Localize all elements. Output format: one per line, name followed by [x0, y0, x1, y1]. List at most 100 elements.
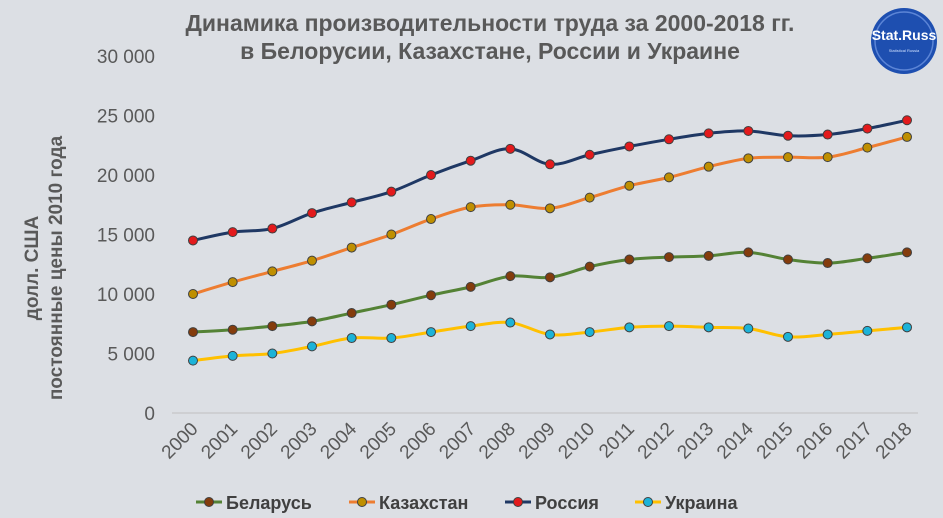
data-point: [822, 258, 833, 269]
data-point: [584, 149, 595, 160]
legend-item: Россия: [505, 493, 599, 513]
data-point: [465, 202, 476, 213]
data-point: [545, 329, 555, 340]
y-tick-label: 30 000: [97, 47, 155, 68]
data-point: [267, 223, 278, 234]
data-point: [188, 289, 198, 299]
data-point: [703, 161, 714, 172]
x-tick-label: 2003: [277, 419, 322, 464]
data-point: [386, 299, 397, 310]
x-tick-label: 2018: [872, 419, 917, 464]
data-point: [584, 261, 595, 272]
x-tick-label: 2011: [595, 419, 639, 463]
data-point: [267, 266, 278, 277]
x-tick-label: 2010: [554, 419, 599, 464]
legend-label: Казахстан: [379, 493, 468, 513]
x-tick-label: 2009: [515, 419, 560, 464]
data-point: [188, 327, 198, 338]
data-point: [386, 229, 397, 240]
legend-item: Беларусь: [196, 493, 312, 513]
series-3: [188, 317, 912, 366]
data-point: [426, 170, 436, 180]
data-point: [862, 142, 873, 153]
data-point: [346, 242, 357, 253]
data-point: [227, 350, 238, 361]
data-point: [426, 214, 436, 225]
data-point: [902, 115, 912, 126]
data-point: [703, 322, 714, 333]
data-point: [346, 308, 357, 319]
series-2: [188, 115, 912, 246]
data-point: [267, 321, 278, 332]
logo-subtext: Statistical Russia: [889, 48, 920, 53]
logo-badge: [871, 8, 937, 74]
chart-title-line2: в Белорусии, Казахстане, России и Украин…: [240, 38, 740, 64]
y-tick-label: 15 000: [97, 226, 155, 247]
data-point: [307, 341, 317, 352]
data-point: [545, 272, 555, 283]
data-point: [624, 141, 635, 152]
y-axis-title: долл. США постоянные цены 2010 года: [22, 135, 67, 400]
data-point: [227, 324, 238, 335]
data-point: [267, 348, 278, 359]
y-tick-label: 5 000: [107, 345, 155, 366]
y-tick-labels: 0 5 000 10 000 15 000 20 000 25 000 30 000: [97, 47, 155, 425]
data-point: [426, 290, 436, 301]
data-point: [902, 247, 912, 258]
data-point: [703, 128, 714, 139]
series-line: [192, 118, 908, 242]
data-point: [624, 322, 635, 333]
data-point: [227, 277, 238, 288]
data-point: [902, 131, 912, 142]
legend-label: Беларусь: [226, 493, 312, 513]
data-point: [188, 235, 198, 246]
series-line: [192, 320, 908, 363]
legend-marker: [643, 497, 653, 507]
data-point: [584, 327, 595, 338]
logo: Stat.Russ Statistical Russia: [871, 8, 937, 74]
x-tick-label: 2012: [634, 419, 679, 464]
data-point: [346, 333, 357, 344]
x-tick-label: 2016: [792, 419, 837, 464]
legend-label: Украина: [665, 493, 738, 513]
data-point: [743, 247, 754, 258]
data-point: [862, 253, 873, 264]
data-point: [465, 281, 476, 292]
series-1: [188, 131, 912, 299]
data-point: [307, 255, 317, 266]
legend-item: Казахстан: [349, 493, 468, 513]
x-tick-label: 2000: [158, 419, 203, 464]
legend: Беларусь Казахстан Россия Украина: [196, 493, 738, 513]
y-tick-label: 0: [144, 404, 155, 425]
data-point: [505, 271, 516, 282]
series-layer: [188, 115, 912, 366]
data-point: [465, 155, 476, 166]
legend-marker: [357, 497, 367, 507]
x-tick-label: 2004: [316, 418, 361, 463]
logo-ring: [874, 11, 934, 71]
data-point: [584, 192, 595, 203]
data-point: [664, 134, 674, 145]
data-point: [664, 321, 674, 332]
data-point: [664, 172, 674, 183]
data-point: [624, 180, 635, 191]
data-point: [346, 197, 357, 208]
logo-text: Stat.Russ: [872, 27, 937, 43]
data-point: [188, 355, 198, 366]
data-point: [624, 254, 635, 265]
y-axis-label-line2: постоянные цены 2010 года: [46, 135, 67, 400]
series-0: [188, 247, 912, 338]
x-tick-label: 2002: [237, 419, 282, 464]
y-tick-label: 10 000: [97, 285, 155, 306]
data-point: [862, 325, 873, 336]
y-axis-label-line1: долл. США: [22, 216, 43, 321]
x-tick-label: 2017: [832, 419, 877, 464]
data-point: [822, 152, 833, 163]
x-tick-label: 2001: [197, 419, 242, 464]
data-point: [862, 123, 873, 134]
data-point: [386, 333, 397, 344]
y-tick-label: 25 000: [97, 107, 155, 128]
chart-title-line1: Динамика производительности труда за 200…: [186, 10, 795, 36]
data-point: [465, 321, 476, 332]
